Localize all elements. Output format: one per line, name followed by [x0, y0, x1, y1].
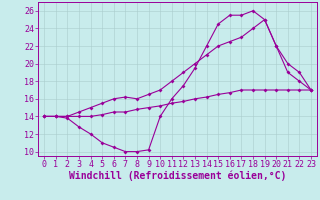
X-axis label: Windchill (Refroidissement éolien,°C): Windchill (Refroidissement éolien,°C): [69, 171, 286, 181]
